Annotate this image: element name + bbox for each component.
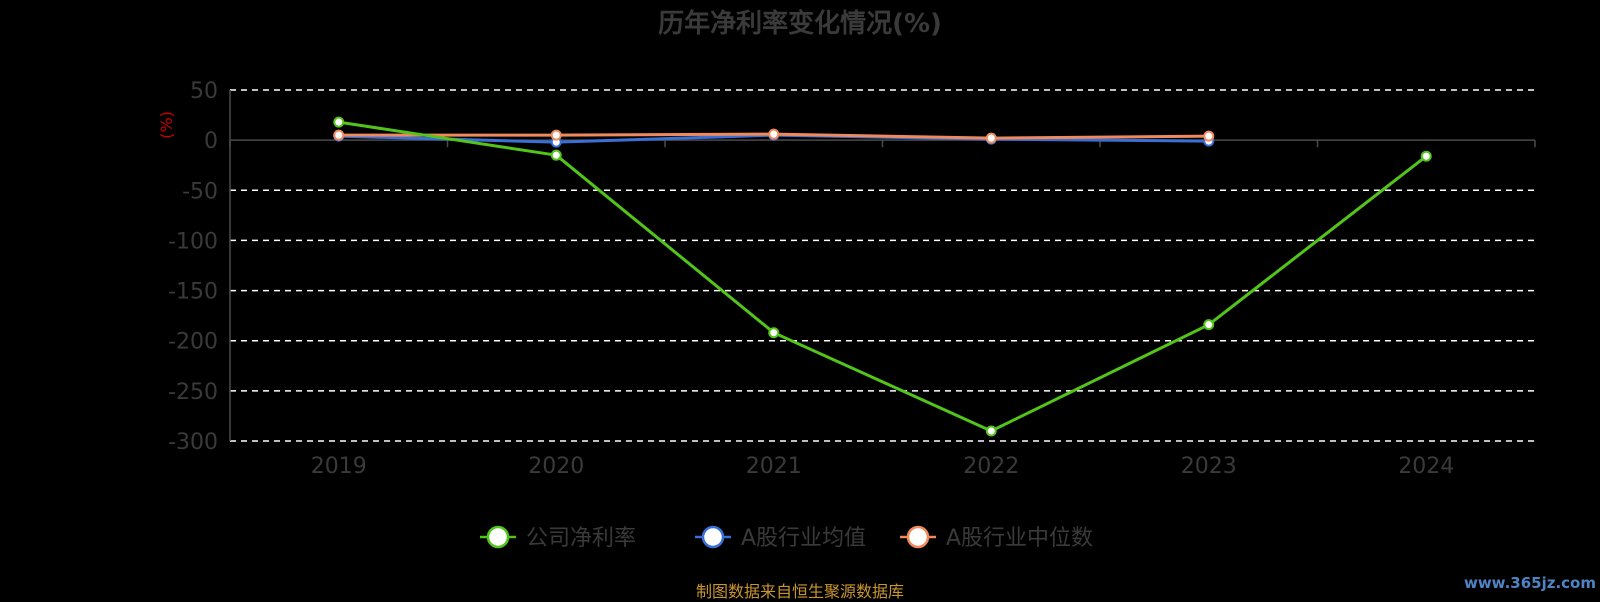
chart-title: 历年净利率变化情况(%) <box>658 8 942 39</box>
x-tick-label: 2021 <box>746 454 802 479</box>
data-point-0[interactable] <box>768 327 780 339</box>
legend-item-1[interactable]: A股行业均值 <box>695 525 866 551</box>
data-point-0[interactable] <box>1420 150 1432 162</box>
data-point-0[interactable] <box>1203 319 1215 331</box>
y-tick-label: -300 <box>168 430 218 455</box>
data-point-2[interactable] <box>985 132 997 144</box>
legend-label: 公司净利率 <box>526 526 636 551</box>
y-tick-label: -250 <box>168 380 218 405</box>
data-point-2[interactable] <box>333 129 345 141</box>
x-tick-label: 2024 <box>1398 454 1454 479</box>
y-axis-unit: (%) <box>157 111 176 139</box>
legend[interactable]: 公司净利率 A股行业均值 A股行业中位数 <box>480 525 1093 551</box>
legend-swatch-marker <box>486 525 510 549</box>
legend-label: A股行业均值 <box>741 526 866 551</box>
series-lines <box>333 116 1432 437</box>
data-point-0[interactable] <box>333 116 345 128</box>
legend-swatch-marker <box>906 525 930 549</box>
data-point-0[interactable] <box>985 425 997 437</box>
x-tick-label: 2019 <box>311 454 367 479</box>
data-source-note: 制图数据来自恒生聚源数据库 <box>695 582 904 601</box>
y-tick-label: -100 <box>168 229 218 254</box>
legend-item-2[interactable]: A股行业中位数 <box>900 525 1093 551</box>
series-line-0 <box>338 120 1428 433</box>
legend-swatch-marker <box>701 525 725 549</box>
y-tick-label: -150 <box>168 280 218 305</box>
grid-lines <box>230 89 1535 442</box>
y-tick-label: 0 <box>204 129 218 154</box>
watermark: www.365jz.com <box>1463 574 1596 592</box>
x-tick-label: 2020 <box>528 454 584 479</box>
data-point-2[interactable] <box>1203 130 1215 142</box>
legend-item-0[interactable]: 公司净利率 <box>480 525 636 551</box>
data-point-2[interactable] <box>768 128 780 140</box>
x-tick-label: 2022 <box>963 454 1019 479</box>
legend-label: A股行业中位数 <box>946 526 1093 551</box>
y-tick-label: 50 <box>190 79 218 104</box>
y-tick-label: -50 <box>182 179 218 204</box>
data-point-2[interactable] <box>550 129 562 141</box>
axes: 50 0 -50 -100 -150 -200 -250 -300 2019 2020 2021 20… <box>168 79 1536 479</box>
y-tick-label: -200 <box>168 330 218 355</box>
data-point-0[interactable] <box>550 149 562 161</box>
x-tick-label: 2023 <box>1181 454 1237 479</box>
